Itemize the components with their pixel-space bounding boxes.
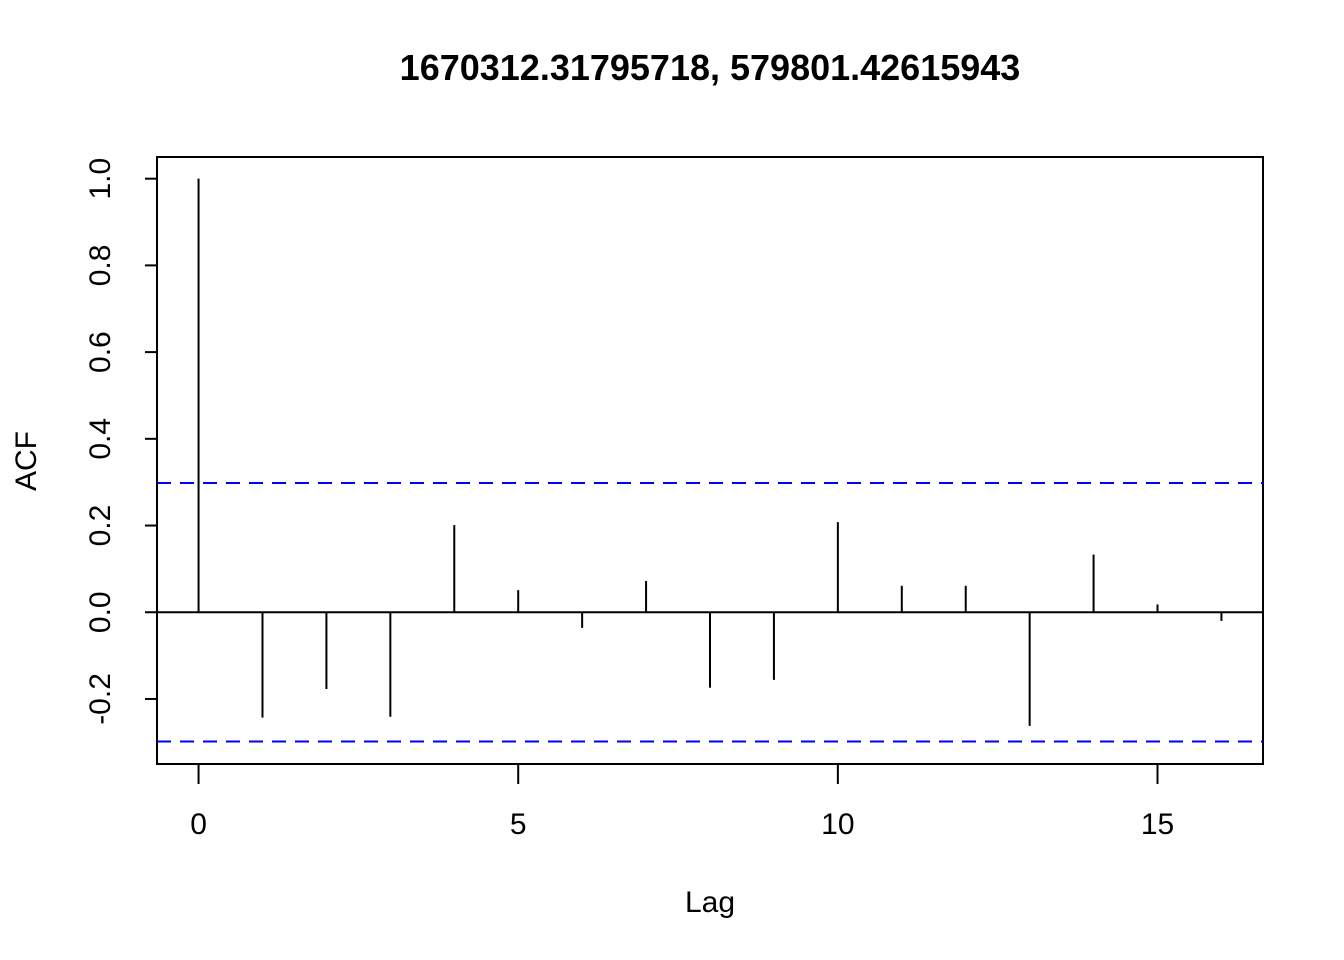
x-tick-label: 10 <box>821 808 854 841</box>
x-tick-label: 15 <box>1141 808 1174 841</box>
y-tick-label: 0.2 <box>84 505 117 547</box>
chart-title: 1670312.31795718, 579801.42615943 <box>400 47 1021 88</box>
x-tick-label: 5 <box>510 808 527 841</box>
y-tick-label: -0.2 <box>84 673 117 725</box>
x-tick-label: 0 <box>190 808 207 841</box>
x-axis-label: Lag <box>685 886 735 919</box>
acf-bars <box>197 178 1223 726</box>
y-axis-label: ACF <box>10 431 43 491</box>
y-tick-label: 1.0 <box>84 158 117 200</box>
y-tick-label: 0.6 <box>84 331 117 373</box>
y-tick-label: 0.0 <box>84 591 117 633</box>
y-tick-label: 0.8 <box>84 245 117 287</box>
y-axis: -0.2 0.0 0.2 0.4 0.6 0.8 1.0 <box>84 158 158 725</box>
y-tick-label: 0.4 <box>84 418 117 460</box>
x-axis: 0 5 10 15 <box>190 763 1174 841</box>
